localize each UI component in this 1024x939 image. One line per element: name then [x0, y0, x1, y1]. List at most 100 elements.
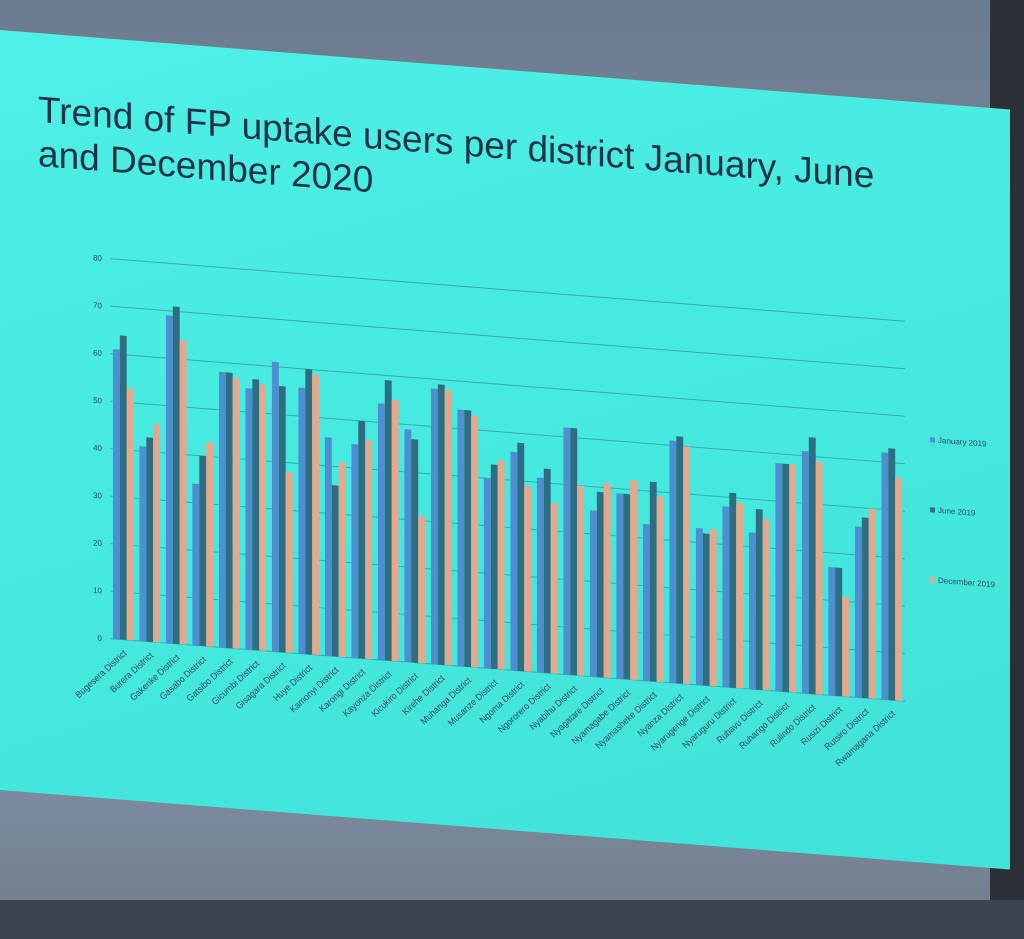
- bar: [543, 468, 551, 674]
- bar: [550, 502, 558, 674]
- bar: [596, 491, 604, 678]
- legend-item-december-2019: December 2019: [930, 575, 995, 589]
- legend-label: December 2019: [938, 575, 995, 590]
- bar: [464, 410, 472, 668]
- bar: [312, 374, 320, 656]
- bar: [722, 506, 730, 688]
- slide-title: Trend of FP uptake users per district Ja…: [38, 88, 875, 201]
- bar: [623, 493, 631, 680]
- bar: [298, 387, 306, 655]
- bar: [457, 409, 465, 667]
- legend-label: January 2019: [938, 435, 987, 449]
- bar: [418, 515, 426, 664]
- bar: [471, 415, 479, 668]
- bar: [278, 385, 286, 653]
- bar: [358, 420, 366, 659]
- bar: [854, 526, 862, 698]
- x-tick-label: Gakenke District: [128, 652, 182, 703]
- x-tick-label: Musanze District: [446, 677, 500, 728]
- bar: [497, 460, 505, 670]
- bar: [384, 380, 392, 661]
- bar: [536, 477, 544, 673]
- bar: [351, 443, 359, 659]
- x-tick-label: Gisagara District: [234, 660, 288, 711]
- bar: [338, 461, 346, 658]
- bar: [828, 566, 836, 696]
- bar: [861, 517, 869, 699]
- bar: [676, 436, 684, 684]
- bar: [835, 567, 843, 697]
- bar: [153, 423, 161, 643]
- y-axis-ticks: 0 10 20 30 40 50 60 70 80: [93, 253, 102, 643]
- bar: [192, 483, 200, 646]
- bar: [324, 437, 332, 657]
- bar: [709, 529, 717, 687]
- legend-item-january-2019: January 2019: [930, 435, 987, 449]
- bar: [225, 372, 233, 649]
- x-tick-label: Ruhango District: [737, 700, 791, 751]
- bar: [748, 532, 756, 690]
- legend-swatch: [930, 437, 935, 443]
- bar: [139, 446, 147, 642]
- bar: [881, 452, 889, 700]
- bar: [630, 480, 638, 681]
- projector-screen-bottom: [0, 900, 1024, 939]
- bar: [206, 441, 214, 647]
- y-tick-label: 70: [93, 301, 102, 311]
- bar: [305, 369, 313, 655]
- y-tick-label: 0: [98, 634, 103, 643]
- bar: [165, 315, 173, 644]
- bar: [656, 496, 664, 683]
- bar: [616, 493, 624, 680]
- bar: [888, 448, 896, 701]
- bar: [232, 377, 240, 649]
- bar: [524, 486, 532, 672]
- bar: [252, 379, 260, 651]
- bar: [842, 596, 850, 697]
- bar: [570, 427, 578, 676]
- y-tick-label: 30: [93, 491, 102, 501]
- bar: [517, 442, 525, 672]
- bar: [589, 510, 597, 677]
- bar: [112, 349, 120, 640]
- bar: [377, 403, 385, 661]
- gridline: [110, 258, 905, 322]
- legend-item-june-2019: June 2019: [930, 505, 975, 518]
- bar: [271, 361, 279, 652]
- chart-bars: [112, 306, 903, 701]
- y-tick-label: 40: [93, 443, 102, 453]
- bar: [755, 508, 763, 691]
- bar: [331, 485, 339, 657]
- chart-gridlines: [110, 258, 905, 702]
- bar: [868, 508, 876, 699]
- y-tick-label: 20: [93, 538, 102, 548]
- gridline: [110, 590, 905, 655]
- bar: [483, 478, 491, 669]
- bar: [815, 461, 823, 695]
- bar: [490, 464, 498, 670]
- gridline: [110, 400, 905, 465]
- bar: [285, 471, 293, 654]
- bar: [563, 427, 571, 675]
- bar: [642, 523, 650, 682]
- bar: [365, 440, 373, 660]
- y-tick-label: 10: [93, 586, 102, 596]
- legend-label: June 2019: [938, 505, 976, 518]
- x-tick-label: Bugesera District: [73, 648, 129, 701]
- bar: [179, 340, 187, 645]
- legend-swatch: [930, 507, 935, 513]
- bar: [603, 482, 611, 679]
- bar: [775, 463, 783, 692]
- bar: [729, 492, 737, 688]
- bar: [245, 388, 253, 650]
- bar: [695, 528, 703, 686]
- presentation-slide: Trend of FP uptake users per district Ja…: [0, 30, 1010, 870]
- bar: [808, 437, 816, 695]
- gridline: [110, 448, 905, 512]
- bar: [119, 335, 127, 640]
- bar: [702, 533, 710, 686]
- bar: [789, 464, 797, 693]
- bar: [736, 502, 744, 689]
- gridline: [110, 305, 905, 370]
